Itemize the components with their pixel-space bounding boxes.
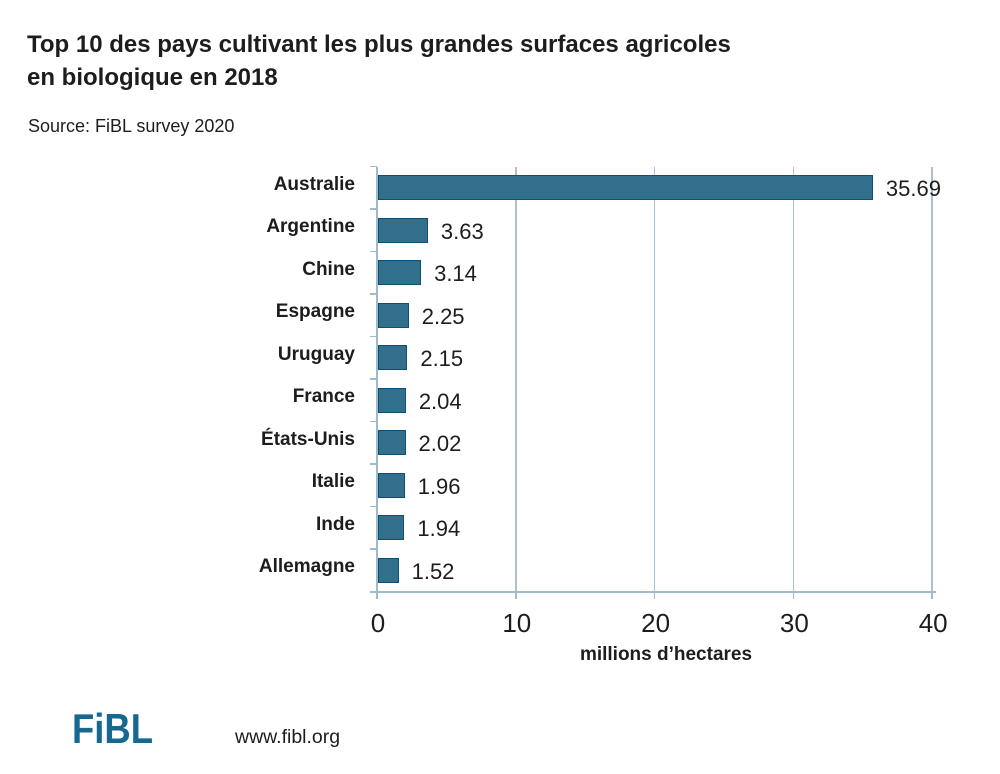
y-axis-tick (369, 505, 377, 508)
category-label: Espagne (275, 301, 355, 323)
svg-text:FiBL: FiBL (72, 705, 153, 752)
x-axis-tick (515, 591, 517, 599)
category-label: Allemagne (258, 556, 355, 578)
x-axis-title: millions d’hectares (579, 644, 753, 665)
category-label: Australie (273, 173, 355, 195)
x-axis-tick-label: 40 (918, 607, 948, 638)
category-label: Chine (302, 258, 355, 280)
x-axis-tick-label: 30 (779, 607, 809, 638)
value-label: 1.96 (417, 473, 461, 499)
gridline (653, 166, 656, 592)
bar-espagne (377, 302, 409, 328)
bar-chine (377, 260, 422, 286)
category-label: États-Unis (261, 428, 355, 450)
bar-australie (377, 175, 873, 201)
y-axis-tick (369, 548, 377, 550)
chart-title: Top 10 des pays cultivant les plus grand… (27, 31, 731, 91)
value-label: 2.15 (420, 346, 464, 372)
fibl-logo: FiBL (72, 705, 153, 752)
value-label: 3.63 (440, 218, 484, 244)
y-axis-tick (369, 165, 377, 168)
y-axis-tick (369, 250, 377, 253)
y-axis-tick (369, 420, 377, 423)
y-axis-tick (369, 463, 377, 465)
y-axis-tick (369, 208, 377, 210)
bar-allemagne (377, 557, 399, 583)
gridline (515, 166, 517, 592)
category-label: Uruguay (277, 343, 355, 365)
x-axis-tick-label: 10 (502, 607, 532, 638)
x-axis-tick (792, 591, 795, 599)
x-axis-line (369, 590, 936, 593)
value-label: 2.02 (418, 431, 462, 457)
website-url: www.fibl.org (235, 726, 341, 748)
y-axis-line (376, 166, 378, 592)
x-axis-tick (931, 591, 933, 599)
category-label: Inde (315, 513, 355, 535)
x-axis-tick-label: 0 (370, 607, 386, 638)
gridline (792, 166, 795, 592)
gridline (931, 166, 933, 592)
value-label: 2.25 (421, 303, 465, 329)
bar-italie (377, 472, 405, 498)
bar--tats-unis (377, 430, 406, 456)
bar-inde (377, 515, 405, 541)
y-axis-tick (369, 293, 377, 295)
bar-uruguay (377, 345, 408, 371)
bar-argentine (377, 217, 428, 243)
category-label: Argentine (266, 216, 355, 238)
value-label: 2.04 (418, 388, 462, 414)
y-axis-tick (369, 378, 377, 380)
source-note: Source: FiBL survey 2020 (28, 116, 235, 136)
value-label: 1.94 (417, 516, 461, 542)
category-label: France (292, 386, 355, 408)
y-axis-tick (369, 335, 377, 338)
category-label: Italie (311, 471, 355, 493)
x-axis-tick (653, 591, 656, 599)
x-axis-tick-label: 20 (641, 607, 671, 638)
y-axis-tick (369, 590, 377, 593)
value-label: 1.52 (411, 558, 455, 584)
x-axis-tick (376, 591, 378, 599)
value-label: 3.14 (434, 261, 477, 287)
value-label: 35.69 (885, 176, 941, 202)
bar-france (377, 387, 406, 413)
